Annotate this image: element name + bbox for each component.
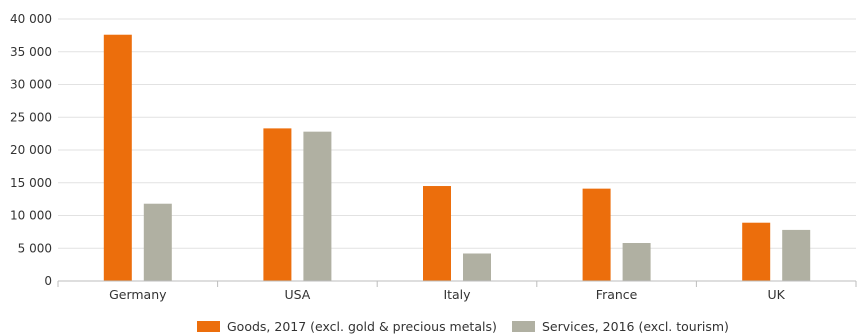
bars [103, 34, 811, 281]
x-axis [57, 280, 857, 287]
y-tick-label: 30 000 [10, 78, 52, 92]
y-tick-label: 15 000 [10, 176, 52, 190]
x-category-label: France [596, 287, 638, 302]
bar-usa-series-1 [263, 128, 292, 281]
legend-label: Goods, 2017 (excl. gold & precious metal… [227, 319, 497, 334]
bar-france-series-2 [622, 243, 651, 281]
bar-italy-series-2 [463, 253, 491, 281]
bar-germany-series-2 [143, 203, 172, 281]
x-category-label: Germany [109, 287, 167, 302]
y-tick-label: 35 000 [10, 45, 52, 59]
gridlines [58, 18, 856, 249]
bar-uk-series-1 [742, 222, 771, 281]
legend-swatch [512, 321, 535, 332]
legend-label: Services, 2016 (excl. tourism) [542, 319, 729, 334]
y-tick-label: 40 000 [10, 12, 52, 26]
y-tick-label: 10 000 [10, 209, 52, 223]
y-tick-label: 0 [44, 274, 52, 288]
legend-swatch [197, 321, 220, 332]
y-axis-tick-labels: 0 5 000 10 000 15 000 20 000 25 000 30 000 35 0… [10, 12, 52, 288]
y-tick-label: 5 000 [18, 241, 52, 255]
bar-italy-series-1 [423, 186, 451, 281]
bar-france-series-1 [582, 188, 611, 281]
x-category-label: UK [768, 287, 786, 302]
bar-germany-series-1 [103, 34, 132, 281]
y-tick-label: 25 000 [10, 110, 52, 124]
bar-uk-series-2 [782, 229, 811, 281]
x-axis-category-labels: Germany USA Italy France UK [109, 287, 786, 302]
legend: Goods, 2017 (excl. gold & precious metal… [197, 319, 729, 334]
bar-usa-series-2 [303, 131, 332, 281]
x-category-label: USA [284, 287, 310, 302]
x-category-label: Italy [443, 287, 471, 302]
y-tick-label: 20 000 [10, 143, 52, 157]
